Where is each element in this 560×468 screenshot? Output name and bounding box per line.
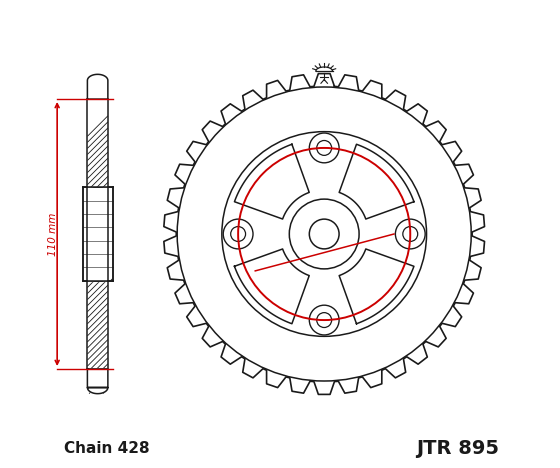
Polygon shape bbox=[87, 74, 108, 99]
Circle shape bbox=[231, 227, 246, 241]
Circle shape bbox=[309, 305, 339, 335]
Text: Chain 428: Chain 428 bbox=[64, 440, 150, 455]
Polygon shape bbox=[83, 188, 113, 280]
Circle shape bbox=[395, 219, 425, 249]
Text: 110 mm: 110 mm bbox=[48, 212, 58, 256]
Text: 8.5: 8.5 bbox=[333, 182, 349, 192]
Text: 132 mm: 132 mm bbox=[317, 246, 369, 259]
Circle shape bbox=[317, 140, 332, 155]
Text: JTR 895: JTR 895 bbox=[416, 439, 498, 458]
Polygon shape bbox=[87, 369, 108, 394]
Polygon shape bbox=[339, 249, 414, 324]
Circle shape bbox=[403, 227, 418, 241]
Circle shape bbox=[317, 313, 332, 328]
Circle shape bbox=[290, 199, 359, 269]
Polygon shape bbox=[87, 99, 108, 369]
Circle shape bbox=[223, 219, 253, 249]
Polygon shape bbox=[235, 144, 309, 219]
Polygon shape bbox=[339, 144, 414, 219]
Circle shape bbox=[177, 87, 471, 381]
Polygon shape bbox=[235, 249, 309, 324]
Circle shape bbox=[309, 219, 339, 249]
Circle shape bbox=[309, 133, 339, 163]
